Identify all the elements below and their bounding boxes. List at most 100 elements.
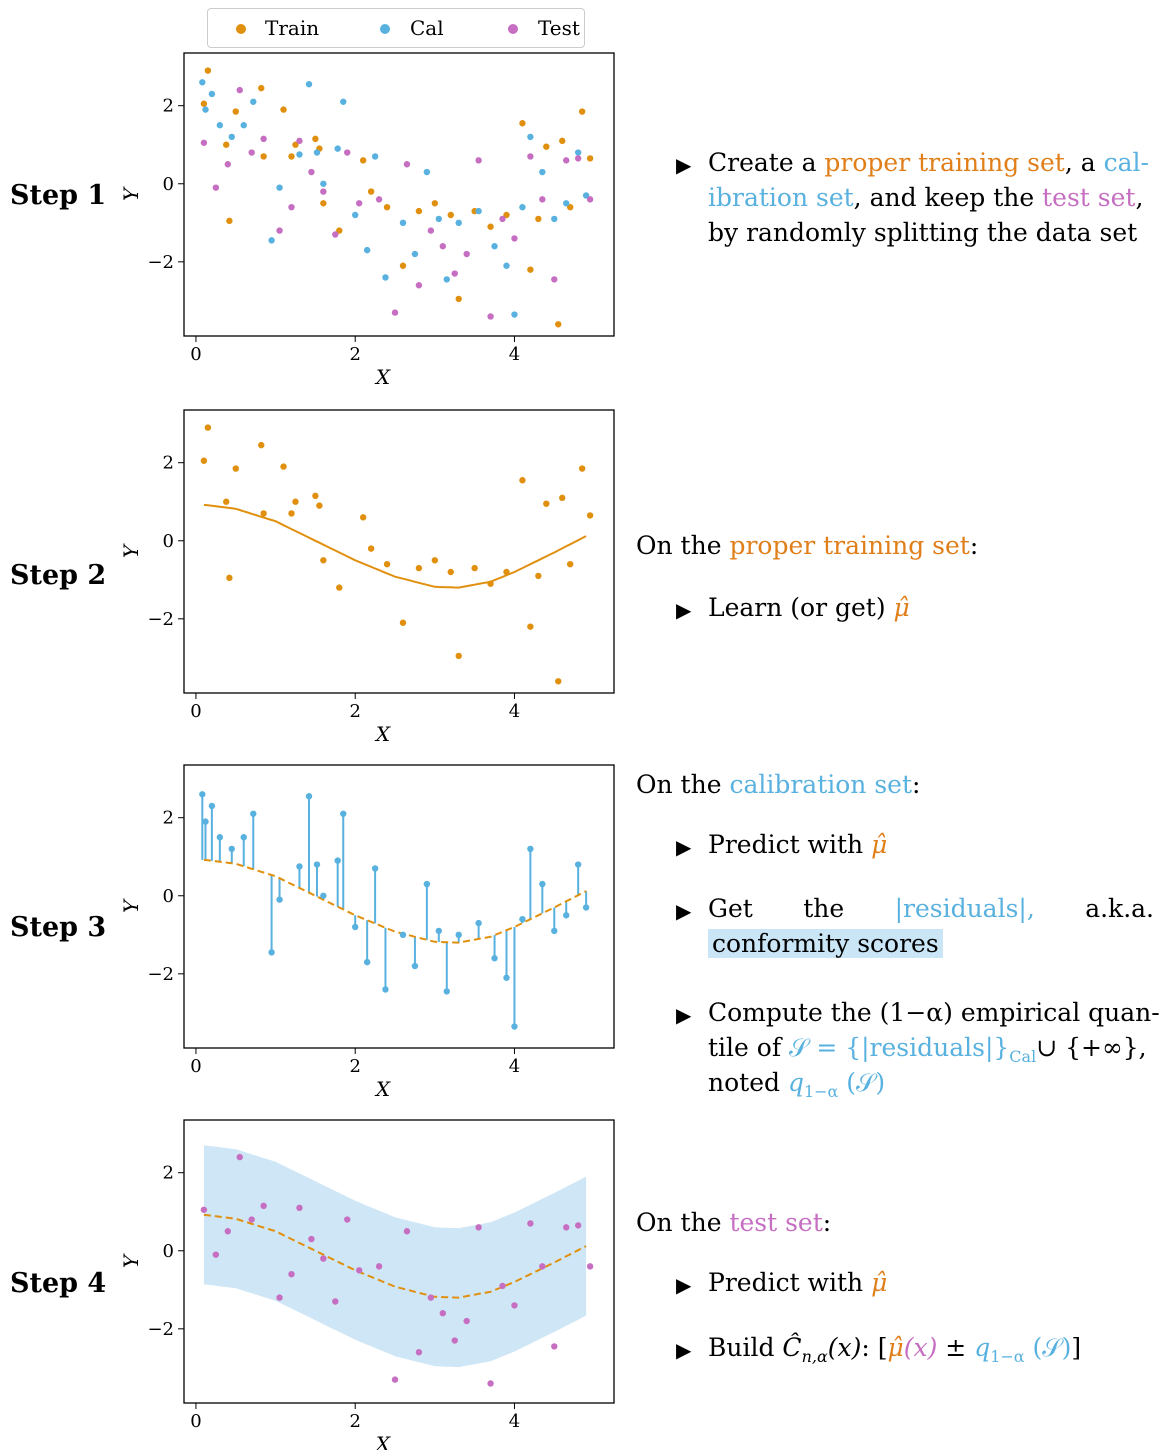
point-train bbox=[258, 441, 265, 449]
point-cal bbox=[216, 834, 224, 841]
point-train bbox=[415, 564, 423, 572]
point-cal bbox=[352, 923, 359, 931]
point-train bbox=[288, 510, 295, 517]
point-cal bbox=[240, 122, 247, 129]
point-train bbox=[578, 108, 586, 115]
point-cal bbox=[352, 211, 359, 219]
y-tick-label: 2 bbox=[163, 96, 174, 117]
step-4-intro: On the test set: bbox=[636, 1208, 832, 1237]
legend-dot-test bbox=[508, 24, 518, 34]
point-train bbox=[200, 100, 208, 107]
bullet-icon: ▶ bbox=[676, 1338, 692, 1362]
point-cal bbox=[202, 106, 209, 113]
point-cal bbox=[216, 122, 224, 129]
point-test bbox=[551, 1343, 558, 1350]
point-train bbox=[487, 580, 494, 587]
point-cal bbox=[250, 810, 257, 817]
point-cal bbox=[296, 863, 303, 870]
step-3-bullet-1: Predict with μ̂ bbox=[708, 830, 888, 859]
plot-step-2: 0 2 4 2 0 −2 X Y bbox=[119, 409, 615, 746]
point-train bbox=[204, 424, 212, 431]
point-cal bbox=[574, 861, 582, 868]
y-tick-label: 2 bbox=[163, 808, 174, 829]
point-train bbox=[336, 584, 343, 591]
point-test bbox=[248, 149, 255, 156]
point-test bbox=[248, 1216, 255, 1223]
point-train bbox=[586, 155, 594, 162]
step-4-label: Step 4 bbox=[10, 1268, 107, 1299]
bullet-icon: ▶ bbox=[676, 598, 692, 622]
point-test bbox=[463, 1317, 470, 1325]
point-cal bbox=[411, 962, 419, 970]
point-test bbox=[499, 1282, 506, 1290]
point-test bbox=[403, 161, 411, 168]
step-4-bullet-2: Build Ĉn,α(x): [μ̂(x) ± q1−α (𝒮)] bbox=[708, 1333, 1082, 1366]
point-test bbox=[551, 276, 558, 283]
point-cal bbox=[276, 896, 283, 903]
conformity-scores-highlight: conformity scores bbox=[708, 929, 943, 958]
point-test bbox=[391, 1376, 399, 1383]
y-tick-label: 0 bbox=[163, 886, 174, 907]
point-train bbox=[336, 227, 343, 234]
point-train bbox=[578, 465, 586, 472]
point-test bbox=[276, 1294, 283, 1301]
point-train bbox=[223, 498, 230, 505]
y-tick-label: −2 bbox=[147, 252, 174, 273]
point-cal bbox=[411, 250, 419, 258]
x-tick-label: 4 bbox=[509, 701, 520, 722]
point-test bbox=[391, 309, 399, 316]
point-cal bbox=[503, 974, 510, 981]
point-test bbox=[224, 1228, 231, 1235]
point-cal bbox=[382, 274, 389, 281]
point-test bbox=[308, 168, 315, 176]
point-cal bbox=[443, 276, 450, 283]
point-cal bbox=[511, 311, 518, 318]
point-train bbox=[447, 568, 454, 576]
point-train bbox=[535, 215, 542, 223]
point-cal bbox=[574, 149, 582, 156]
x-tick-label: 4 bbox=[509, 1411, 520, 1432]
point-test bbox=[375, 196, 383, 203]
x-tick-label: 2 bbox=[349, 701, 360, 722]
point-cal bbox=[551, 215, 558, 223]
point-train bbox=[312, 492, 319, 500]
point-cal bbox=[551, 927, 558, 935]
point-cal bbox=[435, 215, 443, 223]
point-cal bbox=[519, 203, 526, 211]
point-test bbox=[403, 1228, 411, 1235]
y-tick-label: 0 bbox=[163, 1241, 174, 1262]
point-test bbox=[355, 1267, 363, 1274]
point-cal bbox=[527, 845, 534, 853]
point-train bbox=[503, 568, 510, 576]
point-cal bbox=[475, 207, 482, 215]
point-test bbox=[355, 200, 363, 207]
x-tick-label: 0 bbox=[190, 1411, 201, 1432]
point-test bbox=[288, 203, 295, 211]
point-cal bbox=[208, 90, 216, 98]
point-train bbox=[359, 514, 367, 521]
point-test bbox=[574, 1222, 582, 1229]
plot-frame bbox=[183, 52, 615, 337]
plot-step-4: 0 2 4 2 0 −2 X Y bbox=[119, 1119, 615, 1450]
legend-dot-train bbox=[236, 24, 246, 34]
fitted-curve-mu-hat-dashed bbox=[203, 858, 587, 944]
point-cal bbox=[423, 880, 431, 888]
x-axis-label: X bbox=[374, 1077, 391, 1101]
point-cal bbox=[228, 133, 235, 141]
point-test bbox=[586, 196, 594, 203]
bullet-icon: ▶ bbox=[676, 153, 692, 177]
prediction-interval-band bbox=[203, 1145, 587, 1368]
point-cal bbox=[228, 845, 235, 853]
plot-frame bbox=[183, 1119, 615, 1404]
x-axis-label: X bbox=[374, 722, 391, 746]
y-axis-label: Y bbox=[119, 543, 143, 558]
step-3-bullet-3-line-3: noted q1−α (𝒮) bbox=[708, 1068, 886, 1101]
point-cal bbox=[240, 834, 247, 841]
point-train bbox=[555, 321, 562, 328]
point-train bbox=[292, 498, 299, 505]
point-cal bbox=[399, 931, 407, 938]
y-axis-label: Y bbox=[119, 898, 143, 913]
y-tick-label: 0 bbox=[163, 174, 174, 195]
x-tick-label: 4 bbox=[509, 344, 520, 365]
point-train bbox=[223, 141, 230, 148]
